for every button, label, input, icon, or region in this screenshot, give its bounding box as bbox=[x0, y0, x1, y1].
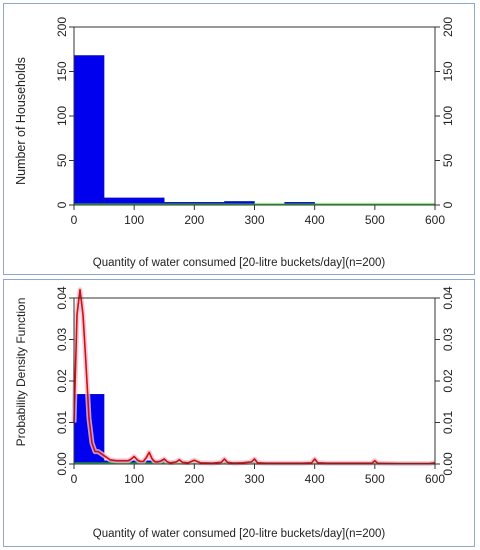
right-y-tick-label-1: 0.01 bbox=[441, 410, 455, 434]
y-tick-label-1: 50 bbox=[55, 154, 69, 168]
right-y-tick-label-4: 200 bbox=[441, 17, 455, 37]
y-tick-label-2: 0.02 bbox=[55, 369, 69, 393]
right-y-axis-ticks: 0.00 0.01 0.02 0.03 0.04 bbox=[435, 286, 455, 476]
x-tick-label-0: 0 bbox=[71, 213, 78, 227]
density-chart: 0 100 200 300 400 500 600 0.00 0.01 0.02 0.03 0.04… bbox=[14, 286, 455, 540]
x-axis-ticks: 0 100 200 300 400 500 600 bbox=[71, 464, 445, 486]
x-tick-label-2: 200 bbox=[184, 213, 204, 227]
x-tick-label-6: 600 bbox=[425, 472, 445, 486]
x-tick-label-3: 300 bbox=[244, 213, 264, 227]
histogram-chart: 0 100 200 300 400 500 600 0 50 100 150 200 0 50 100 1… bbox=[14, 17, 455, 269]
y-axis-label: Number of Households bbox=[14, 57, 28, 185]
y-tick-label-3: 0.03 bbox=[55, 327, 69, 351]
x-tick-label-1: 100 bbox=[124, 472, 144, 486]
right-y-tick-label-2: 100 bbox=[441, 106, 455, 126]
left-y-axis-ticks: 0.00 0.01 0.02 0.03 0.04 bbox=[55, 286, 74, 476]
right-y-tick-label-4: 0.04 bbox=[441, 286, 455, 310]
density-curve-line bbox=[73, 288, 436, 465]
right-y-tick-label-2: 0.02 bbox=[441, 369, 455, 393]
x-tick-label-5: 500 bbox=[365, 472, 385, 486]
right-y-tick-label-3: 150 bbox=[441, 61, 455, 81]
y-tick-label-4: 200 bbox=[55, 17, 69, 37]
density-panel: 0 100 200 300 400 500 600 0.00 0.01 0.02 0.03 0.04… bbox=[3, 279, 475, 547]
x-axis-label: Quantity of water consumed [20-litre buc… bbox=[93, 528, 386, 540]
right-y-tick-label-0: 0 bbox=[441, 201, 455, 208]
x-tick-label-4: 400 bbox=[305, 213, 325, 227]
right-y-tick-label-3: 0.03 bbox=[441, 327, 455, 351]
density-curve-halo bbox=[71, 287, 436, 467]
y-tick-label-2: 100 bbox=[55, 106, 69, 126]
right-y-tick-label-0: 0.00 bbox=[441, 452, 455, 476]
density-curve bbox=[71, 287, 436, 467]
histogram-bars bbox=[73, 55, 315, 206]
x-tick-label-5: 500 bbox=[365, 213, 385, 227]
histogram-panel: 0 100 200 300 400 500 600 0 50 100 150 200 0 50 100 1… bbox=[3, 3, 475, 275]
x-tick-label-1: 100 bbox=[124, 213, 144, 227]
y-tick-label-0: 0.00 bbox=[55, 452, 69, 476]
x-axis-ticks: 0 100 200 300 400 500 600 bbox=[71, 205, 445, 227]
y-tick-label-1: 0.01 bbox=[55, 410, 69, 434]
left-y-axis-ticks: 0 50 100 150 200 bbox=[55, 17, 74, 208]
y-axis-label: Probability Density Function bbox=[14, 298, 28, 447]
y-tick-label-0: 0 bbox=[55, 201, 69, 208]
x-axis-label: Quantity of water consumed [20-litre buc… bbox=[93, 257, 386, 269]
right-y-tick-label-1: 50 bbox=[441, 154, 455, 168]
y-tick-label-4: 0.04 bbox=[55, 286, 69, 310]
histogram-bar-0 bbox=[73, 55, 105, 206]
x-tick-label-6: 600 bbox=[425, 213, 445, 227]
x-tick-label-3: 300 bbox=[244, 472, 264, 486]
x-tick-label-4: 400 bbox=[305, 472, 325, 486]
plot-frame bbox=[73, 297, 436, 465]
x-tick-label-2: 200 bbox=[184, 472, 204, 486]
x-tick-label-0: 0 bbox=[71, 472, 78, 486]
plot-frame bbox=[73, 26, 436, 206]
y-tick-label-3: 150 bbox=[55, 61, 69, 81]
right-y-axis-ticks: 0 50 100 150 200 bbox=[435, 17, 455, 208]
